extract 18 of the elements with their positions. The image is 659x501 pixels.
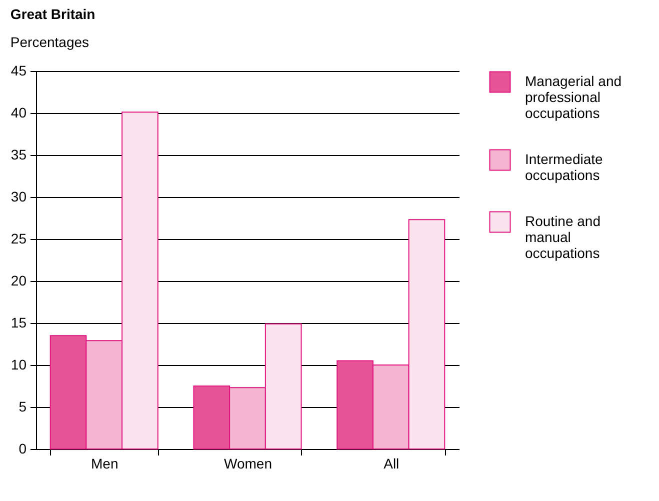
y-tick-label: 15 [10, 314, 27, 330]
y-tick-label: 20 [10, 272, 27, 288]
y-tick-label: 40 [10, 104, 27, 120]
legend-label: Managerial and professional occupations [525, 73, 622, 121]
y-tick-label: 45 [10, 62, 27, 78]
legend-label: Intermediate occupations [525, 151, 604, 183]
chart-subtitle: Percentages [10, 34, 90, 50]
x-tick-label: Women [224, 456, 272, 472]
y-tick-label: 5 [18, 398, 27, 414]
chart-title: Great Britain [10, 6, 96, 22]
y-tick-label: 25 [10, 230, 27, 246]
x-tick-label: All [384, 456, 400, 472]
y-tick-label: 35 [10, 146, 27, 162]
y-tick-label: 0 [18, 440, 27, 456]
y-tick-label: 30 [10, 188, 27, 204]
legend-label: Routine and manual occupations [525, 213, 601, 261]
x-tick-label: Men [90, 456, 118, 472]
y-tick-label: 10 [10, 356, 27, 372]
